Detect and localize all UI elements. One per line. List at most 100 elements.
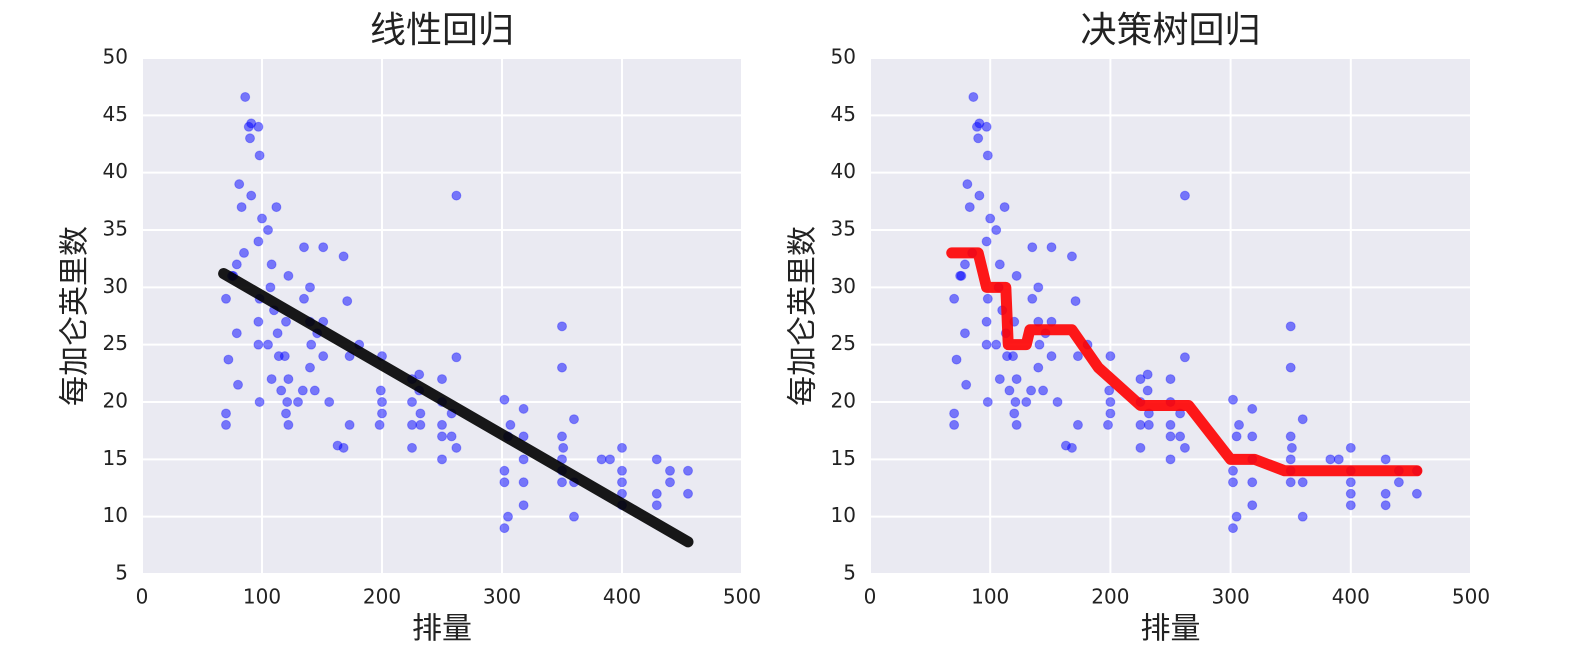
data-point [651,500,662,511]
data-point [279,351,290,362]
y-tick-label: 5 [843,561,856,585]
x-tick-label: 200 [363,585,401,609]
data-point [1105,408,1116,419]
data-point [236,202,247,213]
data-point [961,379,972,390]
data-point [1231,431,1242,442]
x-tick-label: 0 [864,585,877,609]
data-point [282,397,293,407]
plot-area [870,58,1471,574]
data-point [617,465,627,476]
data-point [683,465,693,476]
data-point [283,270,294,281]
data-point [1380,454,1391,465]
data-point [1009,408,1020,419]
data-point [297,385,308,396]
data-point [318,351,329,362]
data-point [1070,296,1081,307]
data-point [558,442,569,453]
y-tick-label: 15 [831,446,856,470]
data-point [1135,442,1146,453]
data-point [1380,488,1391,499]
chart-title: 线性回归 [370,10,514,51]
x-tick-label: 100 [243,585,281,609]
y-tick-label: 20 [103,389,128,413]
data-point [342,296,353,307]
data-point [1072,419,1083,430]
data-point [293,397,303,407]
data-point [1142,369,1153,380]
data-point [266,259,277,270]
data-point [651,488,662,499]
data-point [1165,431,1176,442]
data-point [263,339,273,350]
data-point [1034,339,1045,350]
data-point [1179,442,1190,453]
data-point [407,419,417,430]
data-point [407,442,417,453]
data-point [557,362,567,373]
y-tick-label: 50 [831,45,856,69]
y-tick-label: 30 [103,274,128,298]
data-point [253,121,264,132]
data-point [1228,523,1239,534]
data-point [1026,385,1037,396]
y-tick-label: 40 [103,159,128,183]
x-axis-label: 排量 [1141,612,1201,647]
data-point [651,454,662,465]
data-point [1105,351,1116,362]
data-point [981,121,992,132]
y-axis-label: 每加仑英里数 [58,226,93,406]
data-point [1104,385,1115,396]
data-point [949,419,960,430]
data-point [1297,414,1308,425]
data-point [377,397,387,407]
data-point [1011,270,1022,281]
data-point [437,419,447,430]
data-point [1345,488,1356,499]
data-point [1142,385,1153,396]
data-point [1247,431,1258,442]
data-point [338,442,349,453]
data-point [557,431,567,442]
y-tick-label: 25 [103,331,128,355]
y-tick-label: 15 [103,446,128,470]
data-point [617,477,627,488]
data-point [1285,477,1296,488]
y-tick-label: 5 [115,561,128,585]
x-tick-label: 400 [603,585,641,609]
data-point [683,488,693,499]
data-point [223,354,234,365]
data-point [956,270,967,281]
data-point [962,179,973,190]
data-point [374,419,385,430]
data-point [518,454,529,465]
data-point [518,403,529,414]
data-point [503,511,513,522]
data-point [305,282,315,293]
y-tick-label: 20 [831,389,856,413]
data-point [949,293,960,304]
data-point [982,150,993,161]
data-point [949,408,960,419]
y-tick-label: 10 [103,503,128,527]
data-point [338,251,349,262]
data-point [1165,419,1176,430]
data-point [499,477,510,488]
data-point [557,321,567,332]
data-point [263,225,273,235]
y-tick-label: 35 [103,217,128,241]
data-point [1285,362,1296,373]
x-tick-label: 300 [1212,585,1250,609]
x-tick-label: 300 [483,585,521,609]
data-point [1004,385,1015,396]
data-point [1285,454,1296,465]
data-point [240,91,251,102]
fit-line [946,247,1423,477]
data-point [272,328,283,339]
data-point [518,500,529,511]
x-tick-label: 400 [1332,585,1370,609]
data-point [253,339,264,350]
data-point [253,316,264,327]
data-point [1285,321,1296,332]
